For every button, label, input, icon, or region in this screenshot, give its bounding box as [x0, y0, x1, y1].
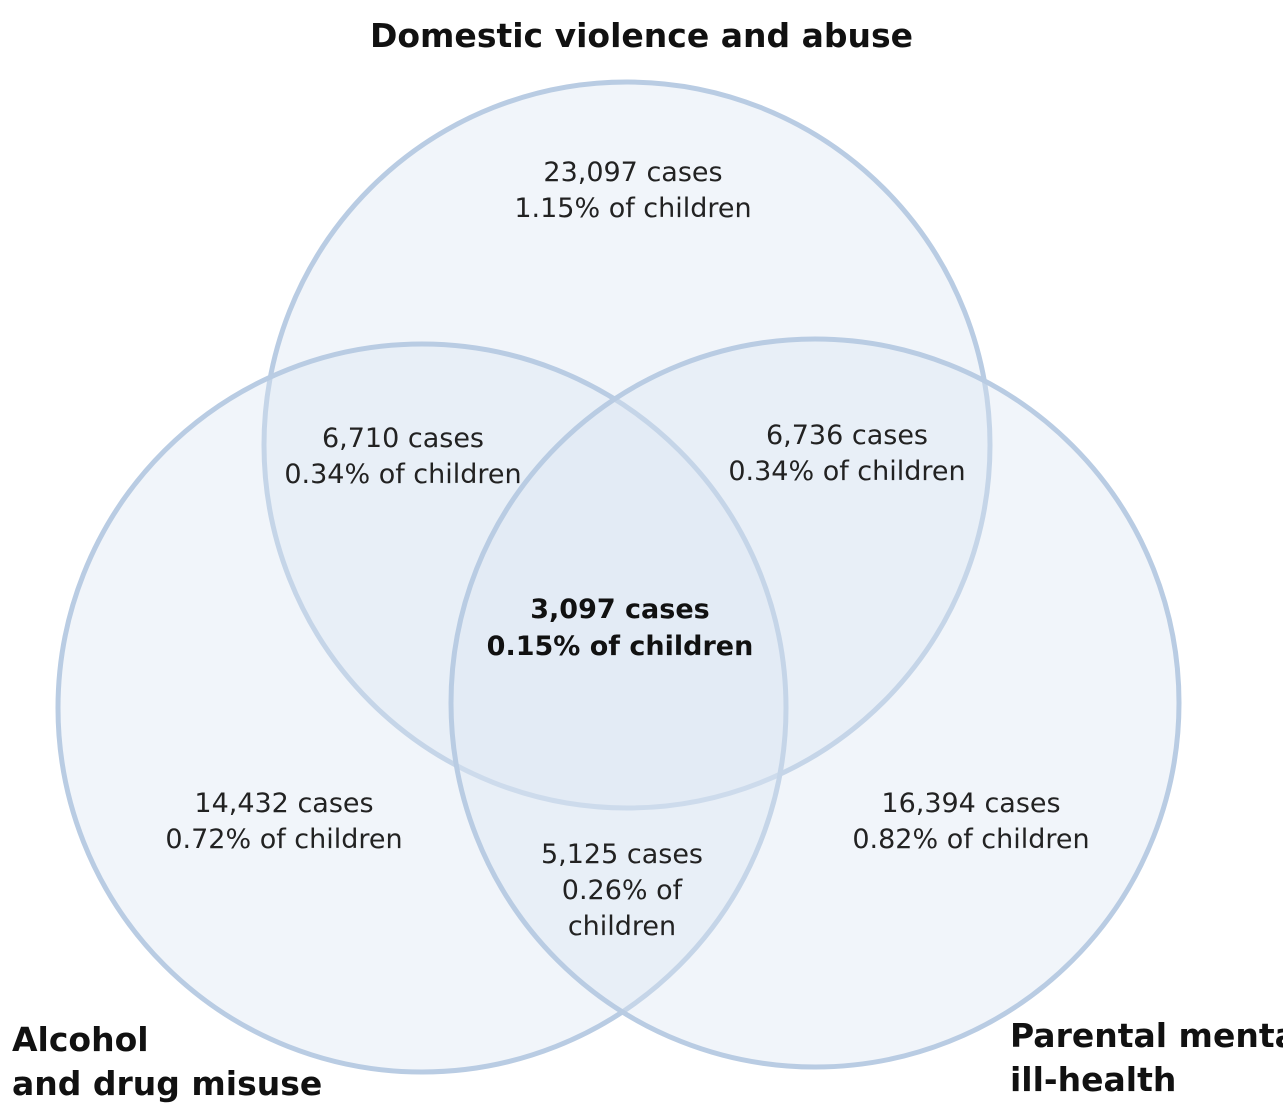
parental-mental-circle: [448, 336, 1182, 1070]
region-domestic-only: 23,097 cases 1.15% of children: [514, 157, 752, 224]
region-domestic-alcohol: 6,710 cases 0.34% of children: [284, 423, 522, 490]
region-alcohol-only: 14,432 cases 0.72% of children: [165, 788, 403, 855]
alcohol-drug-circle: [55, 341, 789, 1075]
parental-mental-title: Parental mental ill-health: [1010, 1016, 1283, 1099]
domestic-violence-title: Domestic violence and abuse: [369, 16, 913, 55]
region-domestic-mental: 6,736 cases 0.34% of children: [728, 420, 966, 487]
region-alcohol-mental: 5,125 cases 0.26% of children: [540, 839, 703, 942]
domestic-violence-circle: [261, 79, 993, 811]
alcohol-drug-title: Alcohol and drug misuse: [12, 1020, 323, 1103]
region-mental-only: 16,394 cases 0.82% of children: [852, 788, 1090, 855]
region-all-three: 3,097 cases 0.15% of children: [486, 594, 754, 662]
